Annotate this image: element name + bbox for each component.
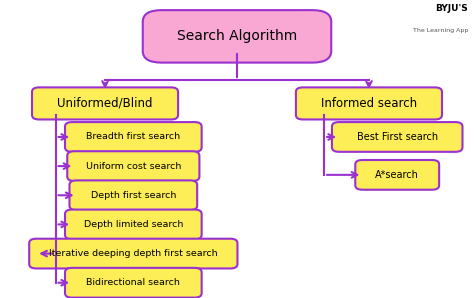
Text: Search Algorithm: Search Algorithm	[177, 30, 297, 44]
Text: Uniformed/Blind: Uniformed/Blind	[57, 97, 153, 110]
Text: Uniform cost search: Uniform cost search	[86, 162, 181, 171]
FancyBboxPatch shape	[332, 122, 463, 152]
FancyBboxPatch shape	[65, 268, 201, 298]
Text: BYJU'S: BYJU'S	[435, 4, 468, 13]
Text: Depth limited search: Depth limited search	[83, 220, 183, 229]
Text: Bidirectional search: Bidirectional search	[86, 278, 180, 287]
Text: Best First search: Best First search	[356, 132, 438, 142]
Text: Informed search: Informed search	[321, 97, 417, 110]
Text: Depth first search: Depth first search	[91, 191, 176, 200]
FancyBboxPatch shape	[296, 87, 442, 119]
Text: Iterative deeping depth first search: Iterative deeping depth first search	[49, 249, 218, 258]
Text: Breadth first search: Breadth first search	[86, 132, 181, 142]
FancyBboxPatch shape	[32, 87, 178, 119]
FancyBboxPatch shape	[67, 151, 200, 181]
FancyBboxPatch shape	[356, 160, 439, 190]
FancyBboxPatch shape	[143, 10, 331, 63]
FancyBboxPatch shape	[65, 122, 201, 152]
FancyBboxPatch shape	[29, 239, 237, 268]
FancyBboxPatch shape	[65, 209, 201, 239]
FancyBboxPatch shape	[70, 180, 197, 210]
Text: The Learning App: The Learning App	[412, 28, 468, 32]
Text: A*search: A*search	[375, 170, 419, 180]
